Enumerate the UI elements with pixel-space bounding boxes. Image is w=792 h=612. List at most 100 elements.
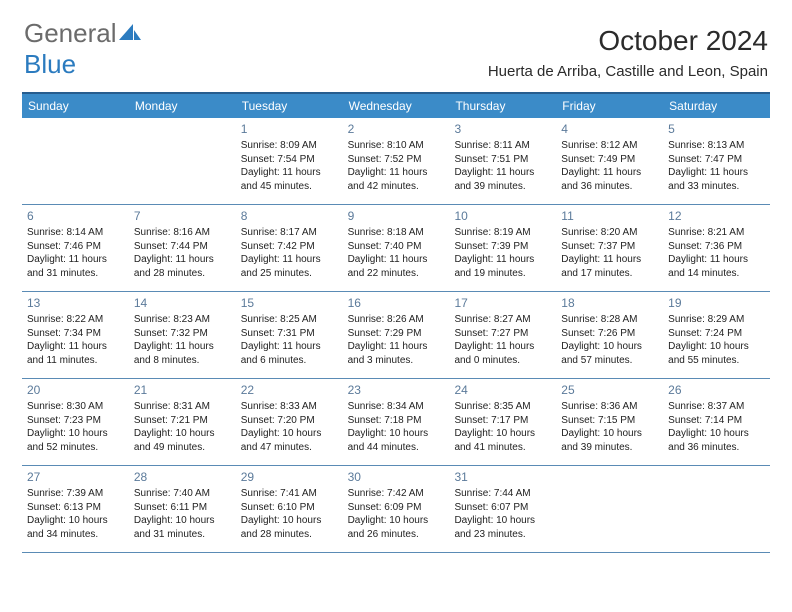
day-number: 28	[134, 469, 231, 485]
day-cell: 25Sunrise: 8:36 AMSunset: 7:15 PMDayligh…	[556, 379, 663, 465]
day-cell: 21 Sunrise: 8:31 AMSunset: 7:21 PMDayligh…	[129, 379, 236, 465]
logo: GeneralBlue	[24, 18, 141, 80]
daylight-line: Daylight: 10 hours and 49 minutes.	[134, 427, 231, 454]
daylight-line: Daylight: 11 hours and 6 minutes.	[241, 340, 338, 367]
sunset-line: Sunset: 7:42 PM	[241, 240, 338, 254]
day-cell: 11Sunrise: 8:20 AMSunset: 7:37 PMDayligh…	[556, 205, 663, 291]
day-cell: 6Sunrise: 8:14 AMSunset: 7:46 PMDaylight…	[22, 205, 129, 291]
daylight-line: Daylight: 10 hours and 41 minutes.	[454, 427, 551, 454]
day-cell: 3Sunrise: 8:11 AMSunset: 7:51 PMDaylight…	[449, 118, 556, 204]
day-cell: 26Sunrise: 8:37 AMSunset: 7:14 PMDayligh…	[663, 379, 770, 465]
sunset-line: Sunset: 7:24 PM	[668, 327, 765, 341]
sunset-line: Sunset: 7:21 PM	[134, 414, 231, 428]
daylight-line: Daylight: 10 hours and 47 minutes.	[241, 427, 338, 454]
day-number: 31	[454, 469, 551, 485]
weekday-header: Wednesday	[343, 94, 450, 118]
sunset-line: Sunset: 7:47 PM	[668, 153, 765, 167]
day-number: 3	[454, 121, 551, 137]
sunrise-line: Sunrise: 8:11 AM	[454, 139, 551, 153]
day-cell: 4Sunrise: 8:12 AMSunset: 7:49 PMDaylight…	[556, 118, 663, 204]
day-cell: 1Sunrise: 8:09 AMSunset: 7:54 PMDaylight…	[236, 118, 343, 204]
day-number: 25	[561, 382, 658, 398]
calendar: SundayMondayTuesdayWednesdayThursdayFrid…	[22, 92, 770, 553]
sunset-line: Sunset: 7:44 PM	[134, 240, 231, 254]
title-block: October 2024 Huerta de Arriba, Castille …	[488, 25, 768, 80]
day-cell: 8Sunrise: 8:17 AMSunset: 7:42 PMDaylight…	[236, 205, 343, 291]
daylight-line: Daylight: 11 hours and 45 minutes.	[241, 166, 338, 193]
sunrise-line: Sunrise: 8:21 AM	[668, 226, 765, 240]
day-number: 6	[27, 208, 124, 224]
sunrise-line: Sunrise: 8:14 AM	[27, 226, 124, 240]
day-cell: 10Sunrise: 8:19 AMSunset: 7:39 PMDayligh…	[449, 205, 556, 291]
sunrise-line: Sunrise: 8:37 AM	[668, 400, 765, 414]
daylight-line: Daylight: 10 hours and 36 minutes.	[668, 427, 765, 454]
sunset-line: Sunset: 7:14 PM	[668, 414, 765, 428]
sunset-line: Sunset: 7:31 PM	[241, 327, 338, 341]
header: GeneralBlue October 2024 Huerta de Arrib…	[0, 0, 792, 84]
day-cell: 18Sunrise: 8:28 AMSunset: 7:26 PMDayligh…	[556, 292, 663, 378]
day-cell: 27Sunrise: 7:39 AMSunset: 6:13 PMDayligh…	[22, 466, 129, 552]
day-cell: 17Sunrise: 8:27 AMSunset: 7:27 PMDayligh…	[449, 292, 556, 378]
sunrise-line: Sunrise: 8:35 AM	[454, 400, 551, 414]
day-number: 5	[668, 121, 765, 137]
day-number: 17	[454, 295, 551, 311]
day-cell: 16Sunrise: 8:26 AMSunset: 7:29 PMDayligh…	[343, 292, 450, 378]
sunrise-line: Sunrise: 7:40 AM	[134, 487, 231, 501]
day-cell: 28 Sunrise: 7:40 AMSunset: 6:11 PMDayligh…	[129, 466, 236, 552]
sunrise-line: Sunrise: 8:31 AM	[134, 400, 231, 414]
sunset-line: Sunset: 6:13 PM	[27, 501, 124, 515]
day-number: 9	[348, 208, 445, 224]
sunrise-line: Sunrise: 8:34 AM	[348, 400, 445, 414]
daylight-line: Daylight: 10 hours and 31 minutes.	[134, 514, 231, 541]
weekday-header: Sunday	[22, 94, 129, 118]
daylight-line: Daylight: 10 hours and 28 minutes.	[241, 514, 338, 541]
sunset-line: Sunset: 6:09 PM	[348, 501, 445, 515]
sunset-line: Sunset: 6:07 PM	[454, 501, 551, 515]
sunrise-line: Sunrise: 7:44 AM	[454, 487, 551, 501]
sunrise-line: Sunrise: 7:39 AM	[27, 487, 124, 501]
sunset-line: Sunset: 7:29 PM	[348, 327, 445, 341]
sunrise-line: Sunrise: 8:20 AM	[561, 226, 658, 240]
daylight-line: Daylight: 11 hours and 42 minutes.	[348, 166, 445, 193]
sunrise-line: Sunrise: 8:16 AM	[134, 226, 231, 240]
daylight-line: Daylight: 11 hours and 25 minutes.	[241, 253, 338, 280]
sunset-line: Sunset: 7:39 PM	[454, 240, 551, 254]
day-cell: 14Sunrise: 8:23 AMSunset: 7:32 PMDayligh…	[129, 292, 236, 378]
sunset-line: Sunset: 7:54 PM	[241, 153, 338, 167]
day-cell: 5Sunrise: 8:13 AMSunset: 7:47 PMDaylight…	[663, 118, 770, 204]
weekday-header: Monday	[129, 94, 236, 118]
day-number: 30	[348, 469, 445, 485]
day-number: 21	[134, 382, 231, 398]
day-cell: 9Sunrise: 8:18 AMSunset: 7:40 PMDaylight…	[343, 205, 450, 291]
sunset-line: Sunset: 7:27 PM	[454, 327, 551, 341]
day-cell: 2Sunrise: 8:10 AMSunset: 7:52 PMDaylight…	[343, 118, 450, 204]
daylight-line: Daylight: 11 hours and 19 minutes.	[454, 253, 551, 280]
daylight-line: Daylight: 11 hours and 22 minutes.	[348, 253, 445, 280]
day-cell: 23Sunrise: 8:34 AMSunset: 7:18 PMDayligh…	[343, 379, 450, 465]
day-number: 14	[134, 295, 231, 311]
day-number: 10	[454, 208, 551, 224]
daylight-line: Daylight: 11 hours and 0 minutes.	[454, 340, 551, 367]
daylight-line: Daylight: 10 hours and 55 minutes.	[668, 340, 765, 367]
sunset-line: Sunset: 7:36 PM	[668, 240, 765, 254]
day-number: 15	[241, 295, 338, 311]
sunrise-line: Sunrise: 8:26 AM	[348, 313, 445, 327]
day-number: 4	[561, 121, 658, 137]
sunset-line: Sunset: 7:32 PM	[134, 327, 231, 341]
daylight-line: Daylight: 11 hours and 31 minutes.	[27, 253, 124, 280]
daylight-line: Daylight: 11 hours and 14 minutes.	[668, 253, 765, 280]
week-row: 13Sunrise: 8:22 AMSunset: 7:34 PMDayligh…	[22, 292, 770, 379]
day-cell	[129, 118, 236, 204]
day-number: 27	[27, 469, 124, 485]
sunset-line: Sunset: 7:52 PM	[348, 153, 445, 167]
week-row: 6Sunrise: 8:14 AMSunset: 7:46 PMDaylight…	[22, 205, 770, 292]
day-cell: 31Sunrise: 7:44 AMSunset: 6:07 PMDayligh…	[449, 466, 556, 552]
sunset-line: Sunset: 6:11 PM	[134, 501, 231, 515]
weekday-header-row: SundayMondayTuesdayWednesdayThursdayFrid…	[22, 94, 770, 118]
sunrise-line: Sunrise: 8:17 AM	[241, 226, 338, 240]
daylight-line: Daylight: 11 hours and 28 minutes.	[134, 253, 231, 280]
day-number: 22	[241, 382, 338, 398]
daylight-line: Daylight: 11 hours and 17 minutes.	[561, 253, 658, 280]
sunrise-line: Sunrise: 8:23 AM	[134, 313, 231, 327]
logo-word2: Blue	[24, 49, 76, 79]
